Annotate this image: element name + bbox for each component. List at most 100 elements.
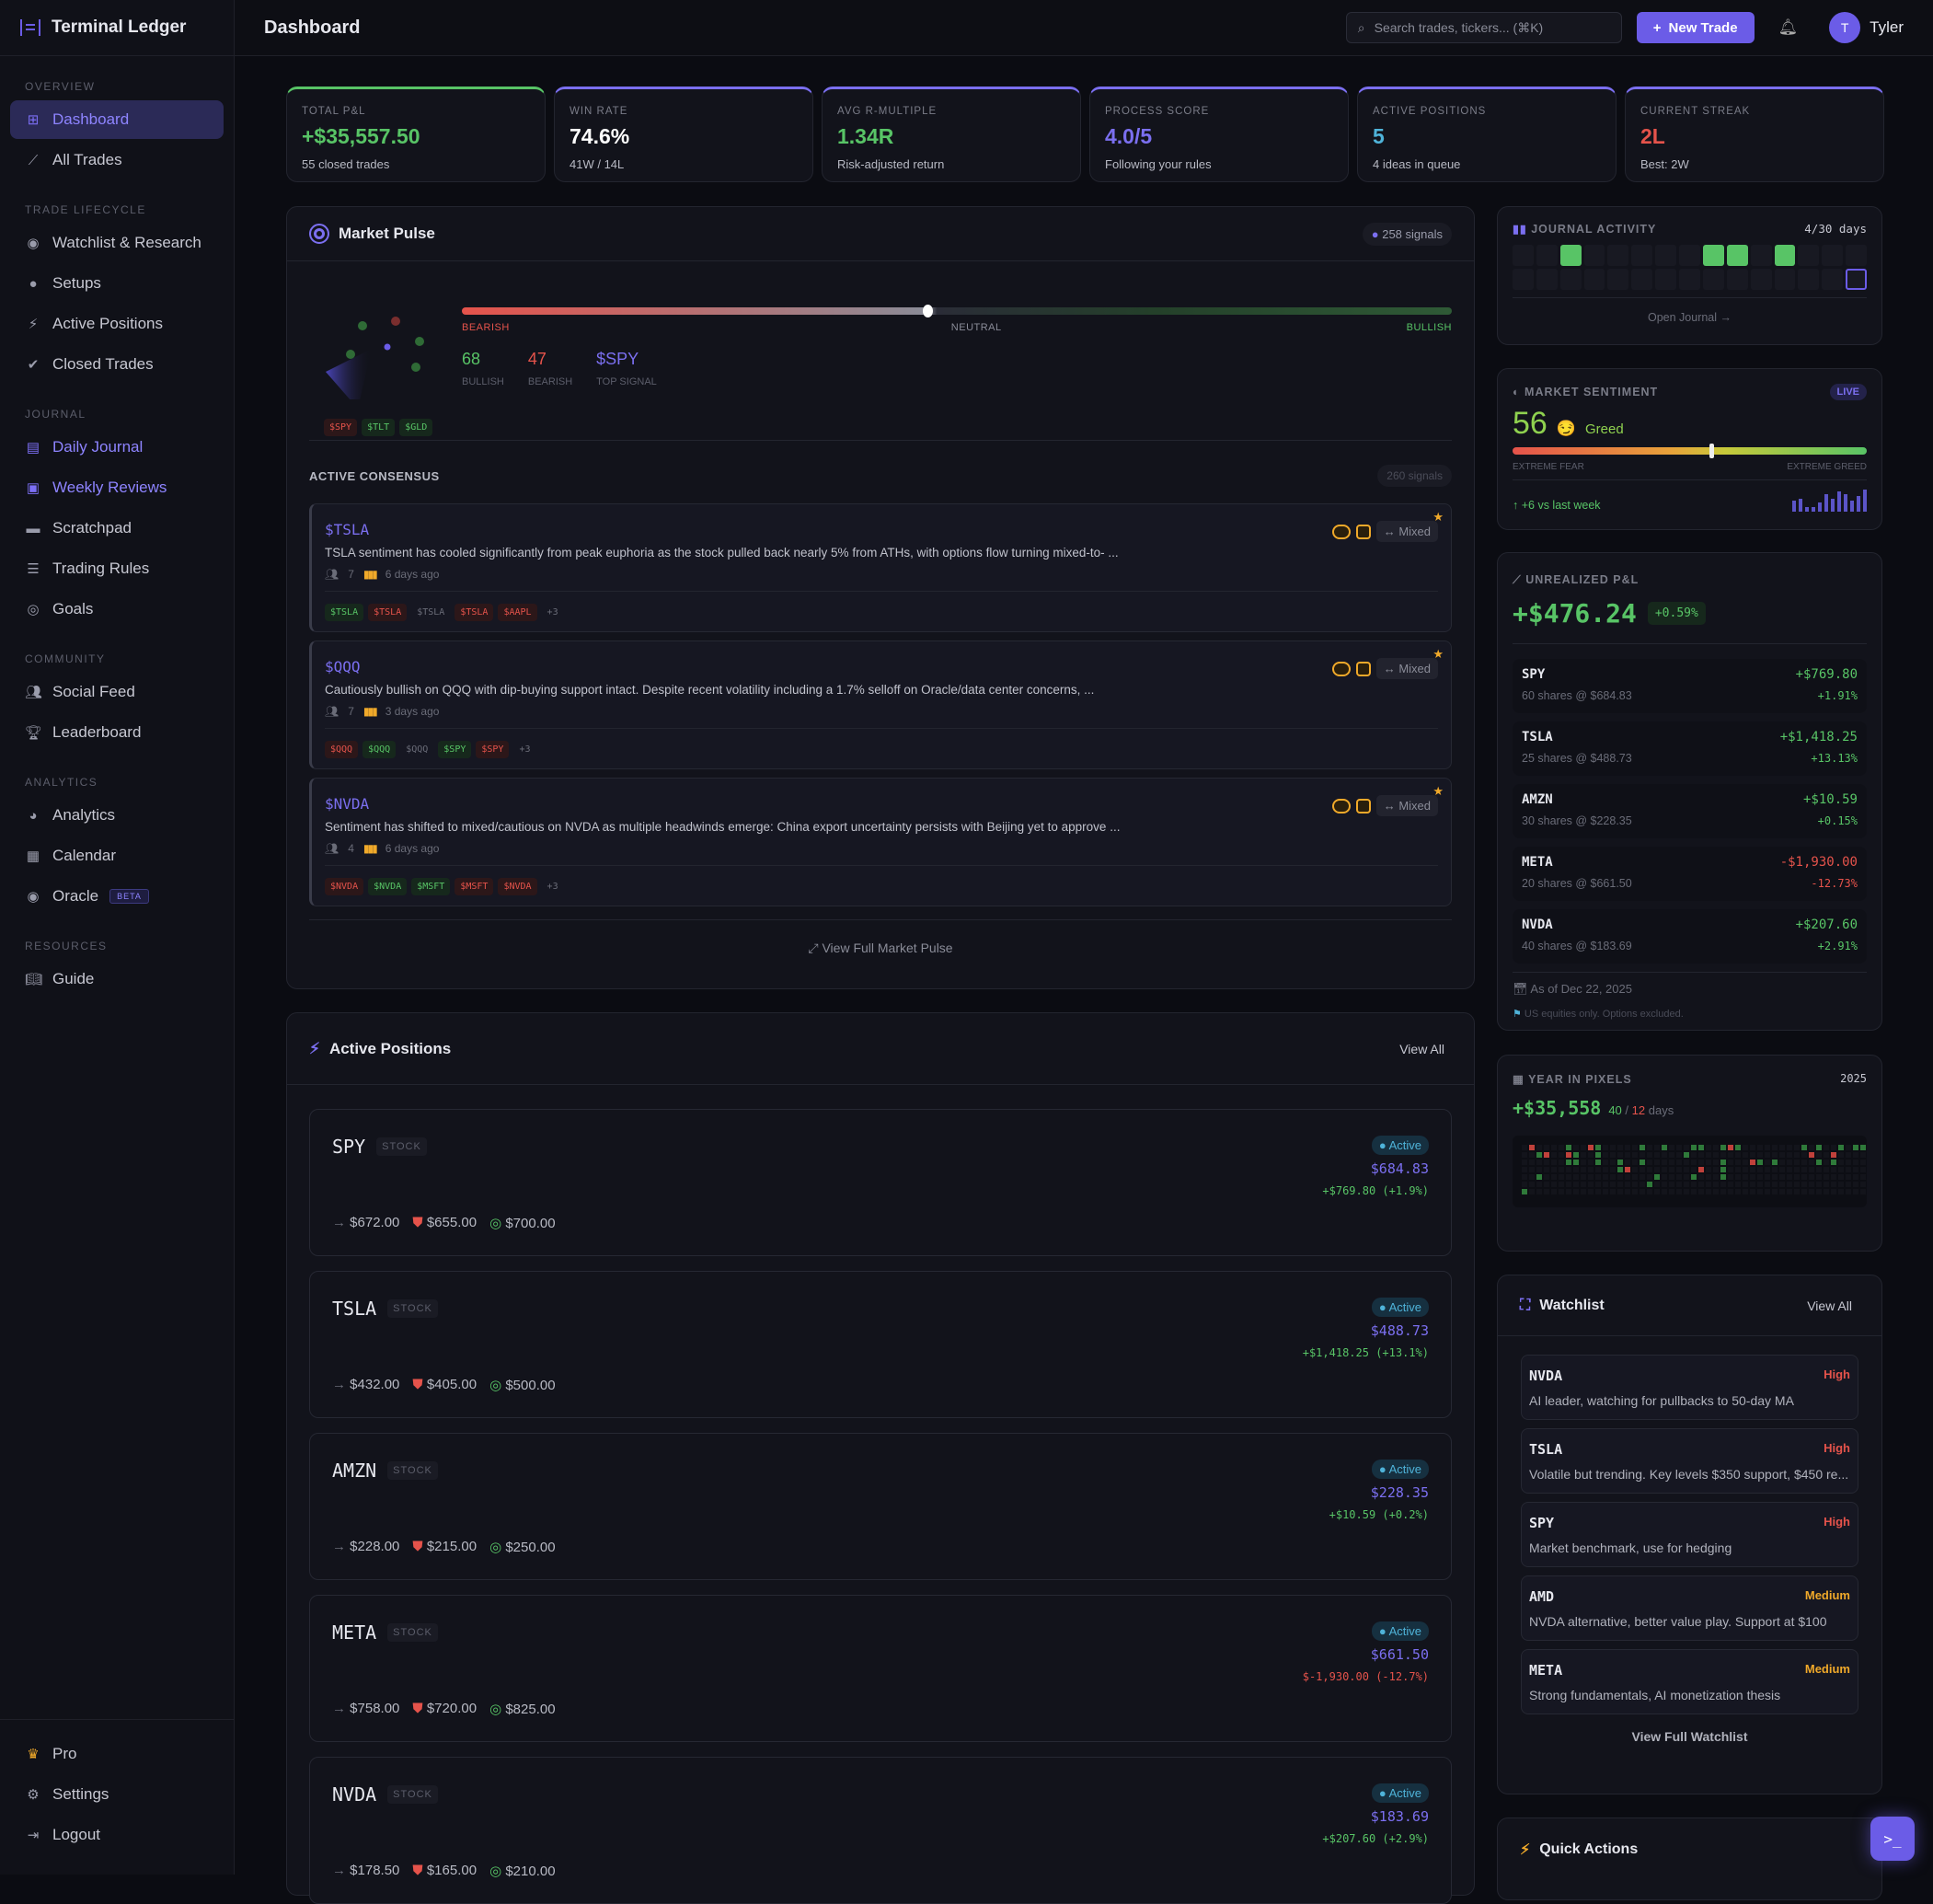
day-pixel[interactable] bbox=[1566, 1174, 1571, 1180]
sidebar-item-social-feed[interactable]: 👥︎ Social Feed bbox=[10, 673, 224, 711]
journal-day[interactable] bbox=[1798, 269, 1820, 290]
day-pixel[interactable] bbox=[1536, 1160, 1542, 1165]
journal-day[interactable] bbox=[1679, 245, 1700, 266]
day-pixel[interactable] bbox=[1529, 1189, 1535, 1194]
view-all-positions-link[interactable]: View All bbox=[1399, 1041, 1444, 1056]
sidebar-item-pro[interactable]: ♛ Pro bbox=[10, 1735, 224, 1773]
day-pixel[interactable] bbox=[1588, 1152, 1594, 1158]
day-pixel[interactable] bbox=[1860, 1182, 1866, 1187]
ticker-tag[interactable]: $QQQ bbox=[325, 741, 359, 758]
sidebar-item-setups[interactable]: ● Setups bbox=[10, 264, 224, 303]
ticker-tag[interactable]: $SPY bbox=[476, 741, 510, 758]
day-pixel[interactable] bbox=[1566, 1167, 1571, 1172]
day-pixel[interactable] bbox=[1640, 1189, 1645, 1194]
day-pixel[interactable] bbox=[1720, 1160, 1726, 1165]
day-pixel[interactable] bbox=[1610, 1160, 1616, 1165]
sidebar-item-daily-journal[interactable]: ▤ Daily Journal bbox=[10, 428, 224, 467]
ticker-tag[interactable]: $MSFT bbox=[411, 878, 451, 895]
day-pixel[interactable] bbox=[1625, 1160, 1630, 1165]
day-pixel[interactable] bbox=[1691, 1152, 1697, 1158]
sidebar-item-trading-rules[interactable]: ☰ Trading Rules bbox=[10, 549, 224, 588]
journal-day[interactable] bbox=[1536, 269, 1558, 290]
day-pixel[interactable] bbox=[1720, 1152, 1726, 1158]
day-pixel[interactable] bbox=[1846, 1189, 1851, 1194]
unrealized-row[interactable]: SPY 60 shares @ $684.83 +$769.80 +1.91% bbox=[1513, 659, 1867, 713]
day-pixel[interactable] bbox=[1706, 1160, 1711, 1165]
day-pixel[interactable] bbox=[1559, 1167, 1564, 1172]
day-pixel[interactable] bbox=[1801, 1182, 1807, 1187]
day-pixel[interactable] bbox=[1559, 1189, 1564, 1194]
day-pixel[interactable] bbox=[1750, 1145, 1755, 1150]
day-pixel[interactable] bbox=[1581, 1174, 1586, 1180]
day-pixel[interactable] bbox=[1522, 1182, 1527, 1187]
day-pixel[interactable] bbox=[1860, 1189, 1866, 1194]
day-pixel[interactable] bbox=[1573, 1152, 1579, 1158]
day-pixel[interactable] bbox=[1831, 1152, 1836, 1158]
consensus-item[interactable]: $NVDA Sentiment has shifted to mixed/caut… bbox=[309, 778, 1452, 906]
day-pixel[interactable] bbox=[1757, 1160, 1763, 1165]
day-pixel[interactable] bbox=[1559, 1160, 1564, 1165]
day-pixel[interactable] bbox=[1809, 1145, 1814, 1150]
journal-day[interactable] bbox=[1513, 269, 1534, 290]
day-pixel[interactable] bbox=[1809, 1167, 1814, 1172]
sidebar-item-active-positions[interactable]: ⚡︎ Active Positions bbox=[10, 305, 224, 343]
day-pixel[interactable] bbox=[1522, 1145, 1527, 1150]
day-pixel[interactable] bbox=[1809, 1182, 1814, 1187]
day-pixel[interactable] bbox=[1735, 1152, 1741, 1158]
day-pixel[interactable] bbox=[1772, 1145, 1778, 1150]
day-pixel[interactable] bbox=[1691, 1189, 1697, 1194]
day-pixel[interactable] bbox=[1559, 1145, 1564, 1150]
day-pixel[interactable] bbox=[1838, 1160, 1844, 1165]
day-pixel[interactable] bbox=[1698, 1160, 1704, 1165]
day-pixel[interactable] bbox=[1684, 1145, 1689, 1150]
watchlist-item[interactable]: TSLA High Volatile but trending. Key level… bbox=[1521, 1428, 1858, 1494]
day-pixel[interactable] bbox=[1662, 1152, 1667, 1158]
day-pixel[interactable] bbox=[1728, 1145, 1733, 1150]
day-pixel[interactable] bbox=[1838, 1152, 1844, 1158]
day-pixel[interactable] bbox=[1536, 1182, 1542, 1187]
day-pixel[interactable] bbox=[1684, 1174, 1689, 1180]
day-pixel[interactable] bbox=[1617, 1152, 1623, 1158]
day-pixel[interactable] bbox=[1640, 1160, 1645, 1165]
day-pixel[interactable] bbox=[1559, 1174, 1564, 1180]
day-pixel[interactable] bbox=[1794, 1182, 1800, 1187]
sidebar-item-closed-trades[interactable]: ✔ Closed Trades bbox=[10, 345, 224, 384]
day-pixel[interactable] bbox=[1728, 1167, 1733, 1172]
day-pixel[interactable] bbox=[1573, 1182, 1579, 1187]
watchlist-item[interactable]: META Medium Strong fundamentals, AI moneti… bbox=[1521, 1649, 1858, 1714]
journal-day[interactable] bbox=[1726, 269, 1748, 290]
day-pixel[interactable] bbox=[1581, 1160, 1586, 1165]
day-pixel[interactable] bbox=[1647, 1182, 1652, 1187]
day-pixel[interactable] bbox=[1757, 1145, 1763, 1150]
day-pixel[interactable] bbox=[1551, 1174, 1557, 1180]
day-pixel[interactable] bbox=[1654, 1152, 1660, 1158]
day-pixel[interactable] bbox=[1779, 1182, 1785, 1187]
day-pixel[interactable] bbox=[1772, 1152, 1778, 1158]
day-pixel[interactable] bbox=[1816, 1167, 1822, 1172]
day-pixel[interactable] bbox=[1691, 1174, 1697, 1180]
day-pixel[interactable] bbox=[1838, 1167, 1844, 1172]
day-pixel[interactable] bbox=[1794, 1167, 1800, 1172]
day-pixel[interactable] bbox=[1698, 1167, 1704, 1172]
day-pixel[interactable] bbox=[1713, 1182, 1719, 1187]
ticker-tag[interactable]: $TSLA bbox=[454, 604, 494, 621]
day-pixel[interactable] bbox=[1853, 1145, 1858, 1150]
sidebar-item-oracle[interactable]: ◉ Oracle BETA bbox=[10, 877, 224, 916]
unrealized-row[interactable]: META 20 shares @ $661.50 -$1,930.00 -12.73% bbox=[1513, 847, 1867, 901]
day-pixel[interactable] bbox=[1669, 1145, 1674, 1150]
day-pixel[interactable] bbox=[1662, 1167, 1667, 1172]
day-pixel[interactable] bbox=[1669, 1174, 1674, 1180]
day-pixel[interactable] bbox=[1765, 1189, 1770, 1194]
sidebar-item-scratchpad[interactable]: ▬ Scratchpad bbox=[10, 509, 224, 548]
day-pixel[interactable] bbox=[1831, 1182, 1836, 1187]
day-pixel[interactable] bbox=[1544, 1152, 1549, 1158]
star-icon[interactable]: ★ bbox=[1432, 784, 1444, 798]
journal-day[interactable] bbox=[1559, 269, 1582, 290]
day-pixel[interactable] bbox=[1713, 1145, 1719, 1150]
day-pixel[interactable] bbox=[1706, 1189, 1711, 1194]
day-pixel[interactable] bbox=[1743, 1182, 1748, 1187]
day-pixel[interactable] bbox=[1529, 1145, 1535, 1150]
day-pixel[interactable] bbox=[1698, 1152, 1704, 1158]
day-pixel[interactable] bbox=[1816, 1189, 1822, 1194]
journal-day[interactable] bbox=[1513, 245, 1534, 266]
